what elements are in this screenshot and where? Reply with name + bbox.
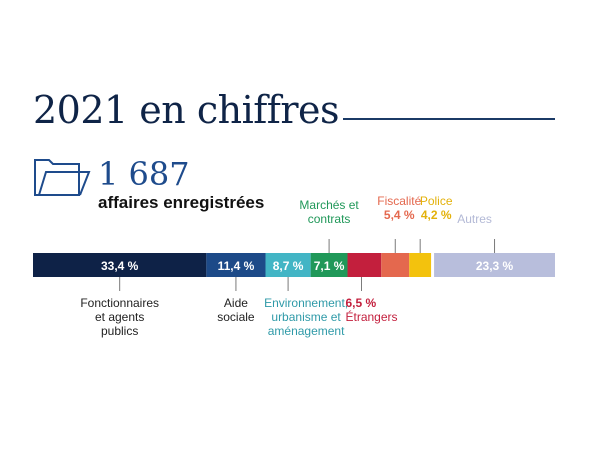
bar-value-label: 8,7 % xyxy=(273,259,304,273)
cases-count-label: affaires enregistrées xyxy=(98,193,265,212)
bar-segment-etrangers xyxy=(347,253,382,277)
category-label: Marchés et xyxy=(299,198,359,212)
segment-value-label: 5,4 % xyxy=(384,208,415,222)
category-label: Police xyxy=(420,194,453,208)
category-label: Autres xyxy=(457,212,492,226)
category-label: Environnement, xyxy=(264,296,348,310)
bar-segment-autres xyxy=(434,253,555,277)
category-label: contrats xyxy=(308,212,351,226)
bar-value-label: 33,4 % xyxy=(101,259,139,273)
title-divider xyxy=(343,118,555,120)
bar-segment-marches-et-contrats xyxy=(310,253,348,277)
category-label: Fonctionnaires xyxy=(80,296,159,310)
bar-value-label: 11,4 % xyxy=(218,259,255,273)
folder-icon xyxy=(34,159,91,196)
bar-segment-aide-sociale xyxy=(206,253,266,277)
category-label: Étrangers xyxy=(346,309,398,324)
category-label: Aide xyxy=(224,296,248,310)
segment-value-label: 4,2 % xyxy=(421,208,452,222)
category-label: publics xyxy=(101,324,138,338)
category-label: Fiscalité xyxy=(377,194,421,208)
category-label: sociale xyxy=(217,310,255,324)
category-label: aménagement xyxy=(268,324,345,338)
category-label: urbanisme et xyxy=(271,310,341,324)
bar-value-label: 7,1 % xyxy=(314,259,345,273)
segment-value-label: 6,5 % xyxy=(346,296,377,310)
bar-segment-fiscalite xyxy=(381,253,410,277)
bar-segment-environnement-urbanisme-et-amenagement xyxy=(265,253,311,277)
category-label: et agents xyxy=(95,310,144,324)
cases-count: 1 687 xyxy=(98,155,190,193)
page-title: 2021 en chiffres xyxy=(33,88,340,132)
bar-segment-fonctionnaires-et-agents-publics xyxy=(33,253,207,277)
bar-segment-police xyxy=(409,253,432,277)
bar-value-label: 23,3 % xyxy=(476,259,514,273)
